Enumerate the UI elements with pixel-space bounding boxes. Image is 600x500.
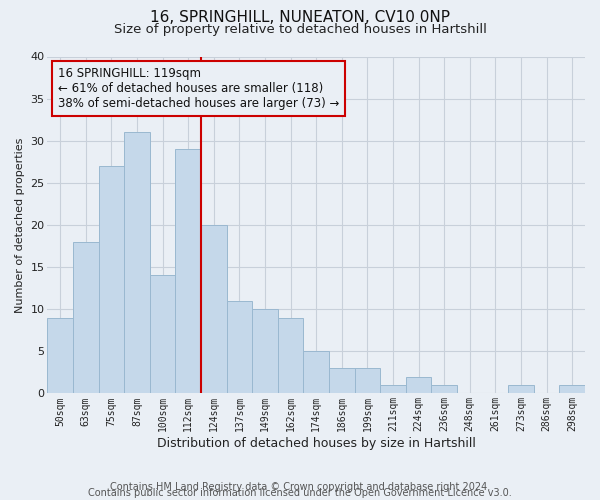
Bar xyxy=(201,225,227,394)
Bar xyxy=(508,385,534,394)
Bar xyxy=(304,352,329,394)
Bar xyxy=(124,132,150,394)
Text: Size of property relative to detached houses in Hartshill: Size of property relative to detached ho… xyxy=(113,22,487,36)
Bar xyxy=(227,301,252,394)
Bar xyxy=(406,376,431,394)
Bar xyxy=(559,385,585,394)
Bar xyxy=(73,242,98,394)
Bar xyxy=(329,368,355,394)
Text: 16 SPRINGHILL: 119sqm
← 61% of detached houses are smaller (118)
38% of semi-det: 16 SPRINGHILL: 119sqm ← 61% of detached … xyxy=(58,66,340,110)
Text: 16, SPRINGHILL, NUNEATON, CV10 0NP: 16, SPRINGHILL, NUNEATON, CV10 0NP xyxy=(150,10,450,25)
Bar xyxy=(431,385,457,394)
Bar xyxy=(278,318,304,394)
Bar xyxy=(355,368,380,394)
Bar xyxy=(252,309,278,394)
Text: Contains public sector information licensed under the Open Government Licence v3: Contains public sector information licen… xyxy=(88,488,512,498)
Bar xyxy=(47,318,73,394)
Bar xyxy=(380,385,406,394)
Bar xyxy=(98,166,124,394)
X-axis label: Distribution of detached houses by size in Hartshill: Distribution of detached houses by size … xyxy=(157,437,476,450)
Y-axis label: Number of detached properties: Number of detached properties xyxy=(15,138,25,312)
Bar xyxy=(150,276,175,394)
Bar xyxy=(175,149,201,394)
Text: Contains HM Land Registry data © Crown copyright and database right 2024.: Contains HM Land Registry data © Crown c… xyxy=(110,482,490,492)
